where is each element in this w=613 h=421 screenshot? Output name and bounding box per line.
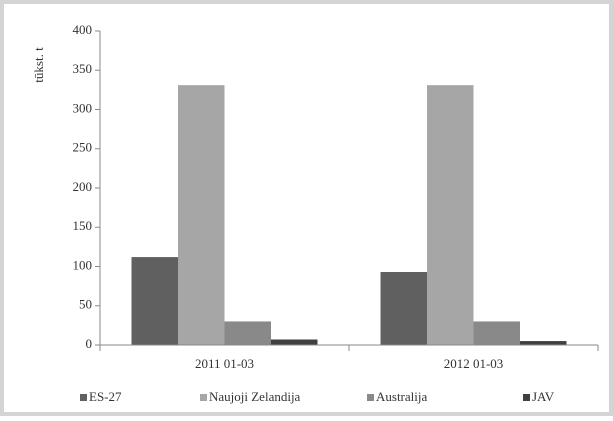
y-tick-label: 200 bbox=[73, 179, 93, 194]
y-tick-label: 100 bbox=[73, 257, 93, 272]
legend-swatch bbox=[200, 394, 207, 401]
bar bbox=[271, 339, 318, 345]
y-tick-label: 50 bbox=[79, 297, 92, 312]
x-tick-label: 2011 01-03 bbox=[195, 356, 254, 371]
y-axis-label: tūkst. t bbox=[31, 47, 46, 83]
bar bbox=[178, 85, 225, 345]
bar bbox=[224, 321, 271, 345]
legend-label: ES-27 bbox=[89, 389, 122, 404]
y-tick-label: 300 bbox=[73, 100, 93, 115]
legend-label: Naujoji Zelandija bbox=[209, 389, 301, 404]
bar bbox=[380, 271, 427, 345]
legend-swatch bbox=[523, 394, 530, 401]
legend-swatch bbox=[80, 394, 87, 401]
bar bbox=[473, 321, 520, 345]
legend-label: Australija bbox=[376, 389, 427, 404]
y-tick-label: 400 bbox=[73, 22, 93, 37]
legend-swatch bbox=[367, 394, 374, 401]
y-tick-label: 150 bbox=[73, 218, 93, 233]
x-tick-label: 2012 01-03 bbox=[444, 356, 504, 371]
y-tick-label: 250 bbox=[73, 140, 93, 155]
bar bbox=[520, 341, 567, 345]
bar bbox=[427, 85, 474, 345]
bar bbox=[131, 257, 178, 345]
y-tick-label: 0 bbox=[86, 336, 93, 351]
y-tick-label: 350 bbox=[73, 61, 93, 76]
legend-label: JAV bbox=[532, 389, 555, 404]
